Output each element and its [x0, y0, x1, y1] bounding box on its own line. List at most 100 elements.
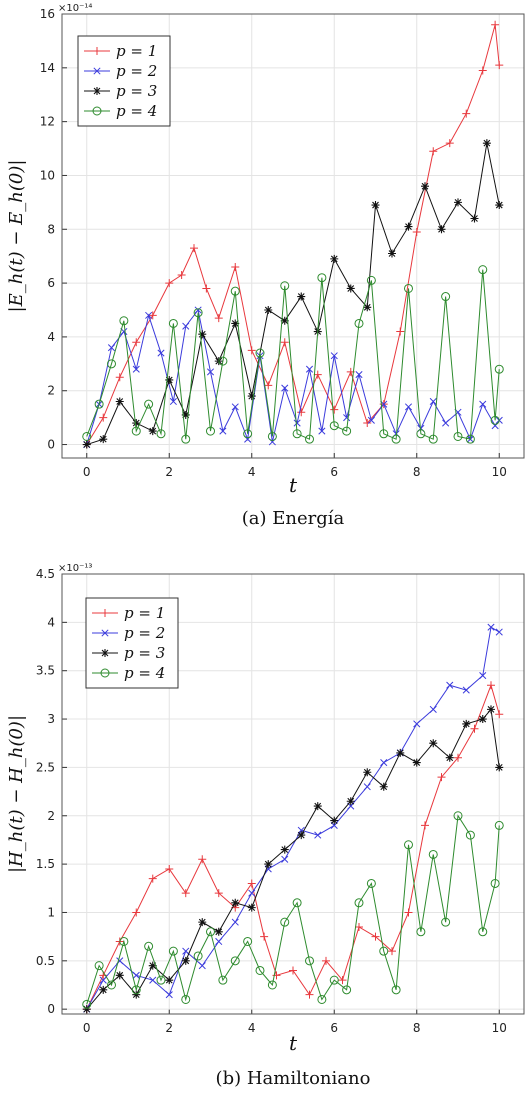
data-point [198, 855, 207, 864]
data-point [231, 262, 240, 271]
x-tick-label: 8 [413, 1021, 421, 1035]
data-point [363, 768, 372, 777]
data-point [404, 840, 413, 850]
data-point [231, 918, 239, 926]
data-point [206, 368, 215, 376]
data-point [181, 410, 190, 419]
data-point [479, 671, 487, 680]
data-point [421, 182, 429, 191]
data-point [132, 990, 141, 999]
data-point [490, 878, 500, 888]
data-point [371, 201, 380, 210]
chart-caption: (a) Energía [242, 508, 345, 529]
data-point [495, 628, 503, 636]
data-point [82, 999, 92, 1009]
data-point [491, 20, 500, 29]
data-point [318, 427, 326, 435]
data-point [437, 773, 446, 782]
data-point [388, 249, 396, 258]
data-point [366, 878, 376, 888]
data-point [156, 975, 166, 985]
axes-frame [61, 13, 525, 459]
data-point [482, 139, 491, 148]
data-point [355, 371, 363, 379]
data-point [215, 937, 223, 946]
y-tick-label: 4 [47, 330, 55, 344]
data-point [247, 879, 256, 888]
data-point [478, 66, 487, 75]
data-point [219, 427, 227, 435]
data-point [416, 927, 426, 937]
y-exponent-label: ×10⁻¹³ [58, 563, 92, 574]
data-point [260, 932, 269, 941]
data-point [264, 381, 273, 390]
data-point [292, 429, 302, 439]
data-point [421, 821, 429, 830]
data-point [247, 346, 256, 355]
y-tick-label: 2.5 [36, 760, 55, 774]
data-point [437, 225, 446, 234]
data-point [379, 429, 389, 439]
data-point [292, 898, 302, 908]
y-tick-label: 6 [47, 276, 55, 290]
data-point [494, 820, 504, 830]
data-point [391, 434, 401, 444]
data-point [144, 399, 154, 409]
data-point [99, 985, 108, 994]
legend-entry: p = 4 [124, 664, 165, 682]
y-tick-label: 2 [47, 809, 55, 823]
y-tick-label: 12 [40, 115, 55, 129]
y-tick-label: 10 [40, 168, 55, 182]
data-point [363, 783, 371, 791]
data-point [165, 976, 174, 985]
data-point [264, 860, 273, 869]
data-point [404, 403, 413, 411]
data-point [132, 908, 141, 917]
data-point [148, 427, 157, 436]
data-point [169, 397, 177, 406]
y-tick-label: 0.5 [36, 954, 55, 968]
data-point [190, 244, 198, 253]
data-point [149, 976, 157, 984]
series-line [86, 24, 500, 445]
data-point [322, 956, 330, 965]
data-point [445, 139, 454, 148]
data-point [479, 400, 487, 408]
data-point [165, 375, 174, 384]
y-tick-label: 1 [47, 905, 55, 919]
series-p4 [82, 811, 504, 1009]
data-point [157, 349, 165, 357]
y-tick-label: 0 [47, 438, 55, 452]
data-point [313, 370, 322, 379]
data-point [247, 392, 256, 401]
data-point [168, 318, 178, 328]
legend-entry: p = 1 [116, 42, 157, 60]
series-p3 [82, 139, 504, 449]
y-tick-label: 14 [40, 61, 55, 75]
x-axis-label: t [289, 473, 298, 497]
data-point [412, 227, 421, 236]
data-point [165, 864, 174, 873]
data-point [487, 681, 495, 690]
data-point [198, 918, 207, 927]
data-point [248, 889, 256, 897]
chart-2: 0 2 4 6 8 10 0 0.5 1 1.5 2 2.5 3 3.5 4 4.5 ×10⁻¹³ t |H_h(t… [6, 563, 525, 1089]
data-point [218, 975, 228, 985]
data-point [280, 316, 289, 325]
data-point [99, 976, 107, 984]
data-point [412, 758, 421, 767]
data-point [206, 426, 215, 436]
data-point [107, 980, 116, 990]
y-exponent-label: ×10⁻¹⁴ [58, 3, 92, 14]
x-tick-label: 10 [492, 1021, 507, 1035]
legend-entry: p = 3 [116, 82, 157, 100]
data-point [495, 201, 504, 210]
legend-entry: p = 2 [116, 62, 157, 80]
series-p4 [82, 265, 504, 444]
data-point [429, 397, 437, 406]
data-point [346, 797, 355, 806]
data-point [168, 946, 178, 956]
data-point [379, 946, 389, 956]
data-point [281, 855, 289, 863]
legend-marker [101, 609, 109, 617]
